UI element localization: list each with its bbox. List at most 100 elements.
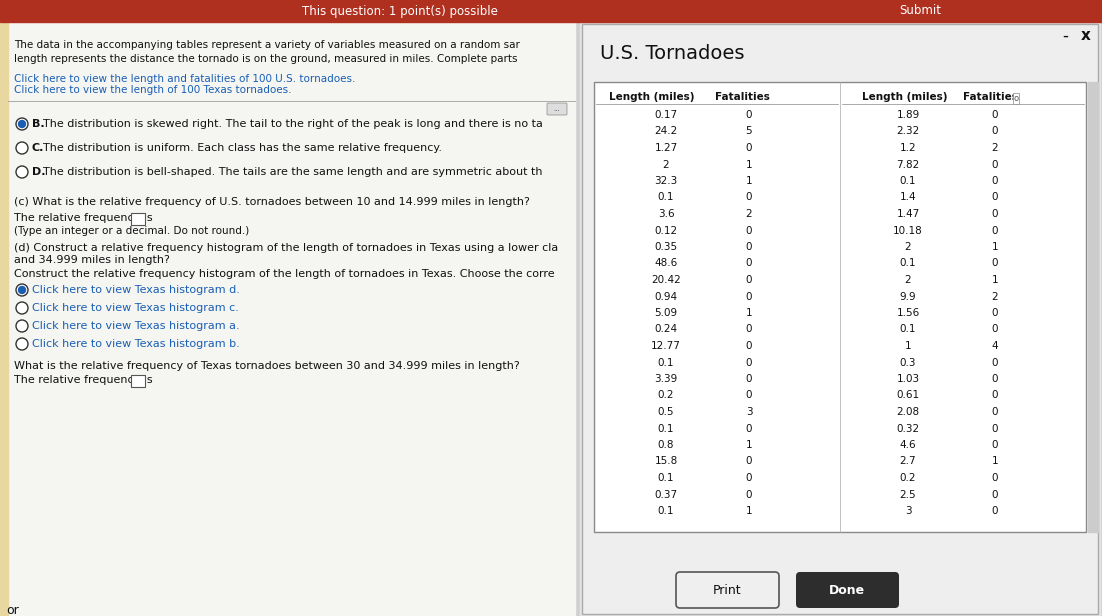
Text: 1.4: 1.4 bbox=[899, 192, 916, 203]
Text: 0: 0 bbox=[992, 473, 998, 483]
Circle shape bbox=[17, 166, 28, 178]
Text: 0: 0 bbox=[992, 176, 998, 186]
Text: The distribution is bell-shaped. The tails are the same length and are symmetric: The distribution is bell-shaped. The tai… bbox=[43, 167, 542, 177]
Text: 24.2: 24.2 bbox=[655, 126, 678, 137]
Text: Click here to view Texas histogram c.: Click here to view Texas histogram c. bbox=[32, 303, 239, 313]
Text: ...: ... bbox=[553, 106, 561, 112]
Text: 5: 5 bbox=[746, 126, 753, 137]
Text: The data in the accompanying tables represent a variety of variables measured on: The data in the accompanying tables repr… bbox=[14, 40, 520, 50]
Text: 0: 0 bbox=[746, 192, 753, 203]
Text: 1: 1 bbox=[992, 456, 998, 466]
Text: The relative frequency is: The relative frequency is bbox=[14, 213, 152, 223]
Text: 2: 2 bbox=[992, 291, 998, 301]
Text: 1.27: 1.27 bbox=[655, 143, 678, 153]
Text: D.: D. bbox=[32, 167, 45, 177]
Text: 0.1: 0.1 bbox=[899, 259, 916, 269]
Text: 0.5: 0.5 bbox=[658, 407, 674, 417]
Circle shape bbox=[17, 118, 28, 130]
Text: 1: 1 bbox=[992, 242, 998, 252]
Text: 0: 0 bbox=[746, 341, 753, 351]
Text: 0: 0 bbox=[746, 357, 753, 368]
Text: 0: 0 bbox=[746, 424, 753, 434]
Text: 1: 1 bbox=[746, 160, 753, 169]
Text: 1: 1 bbox=[992, 275, 998, 285]
Text: 1.03: 1.03 bbox=[896, 374, 919, 384]
Text: 0.35: 0.35 bbox=[655, 242, 678, 252]
Text: 32.3: 32.3 bbox=[655, 176, 678, 186]
Bar bbox=[0, 22, 8, 616]
Text: 0: 0 bbox=[746, 225, 753, 235]
Circle shape bbox=[17, 338, 28, 350]
Text: Click here to view Texas histogram b.: Click here to view Texas histogram b. bbox=[32, 339, 240, 349]
Text: 0: 0 bbox=[746, 110, 753, 120]
Text: U.S. Tornadoes: U.S. Tornadoes bbox=[599, 44, 745, 63]
Text: 0: 0 bbox=[992, 308, 998, 318]
Text: 0: 0 bbox=[992, 325, 998, 334]
Text: 0: 0 bbox=[746, 275, 753, 285]
Text: 1: 1 bbox=[746, 440, 753, 450]
Text: 1.47: 1.47 bbox=[896, 209, 920, 219]
FancyBboxPatch shape bbox=[676, 572, 779, 608]
Text: Done: Done bbox=[829, 583, 865, 596]
FancyBboxPatch shape bbox=[130, 213, 144, 225]
Text: 10.18: 10.18 bbox=[893, 225, 922, 235]
Text: 0: 0 bbox=[746, 143, 753, 153]
Text: 0: 0 bbox=[992, 259, 998, 269]
Text: 0.1: 0.1 bbox=[658, 473, 674, 483]
Text: 0: 0 bbox=[992, 110, 998, 120]
Text: Click here to view Texas histogram a.: Click here to view Texas histogram a. bbox=[32, 321, 239, 331]
Bar bbox=[594, 82, 1085, 532]
Text: 0: 0 bbox=[992, 424, 998, 434]
Text: 9.9: 9.9 bbox=[899, 291, 916, 301]
Text: Print: Print bbox=[713, 583, 742, 596]
Text: and 34.999 miles in length?: and 34.999 miles in length? bbox=[14, 255, 170, 265]
Text: length represents the distance the tornado is on the ground, measured in miles. : length represents the distance the torna… bbox=[14, 54, 518, 64]
Text: 1: 1 bbox=[746, 308, 753, 318]
Text: 0.1: 0.1 bbox=[658, 357, 674, 368]
Text: 0: 0 bbox=[746, 374, 753, 384]
Text: 0.24: 0.24 bbox=[655, 325, 678, 334]
Text: 0: 0 bbox=[992, 490, 998, 500]
Text: 0: 0 bbox=[992, 225, 998, 235]
Text: 2.5: 2.5 bbox=[899, 490, 916, 500]
Text: 0: 0 bbox=[746, 242, 753, 252]
Bar bbox=[580, 22, 1100, 616]
Circle shape bbox=[19, 121, 25, 128]
Text: 0: 0 bbox=[992, 440, 998, 450]
Circle shape bbox=[17, 320, 28, 332]
Bar bbox=[0, 0, 1102, 22]
Text: Construct the relative frequency histogram of the length of tornadoes in Texas. : Construct the relative frequency histogr… bbox=[14, 269, 554, 279]
Text: 0.2: 0.2 bbox=[658, 391, 674, 400]
Text: 0.1: 0.1 bbox=[658, 192, 674, 203]
Circle shape bbox=[17, 284, 28, 296]
Text: 0.37: 0.37 bbox=[655, 490, 678, 500]
Circle shape bbox=[17, 142, 28, 154]
Text: 3: 3 bbox=[746, 407, 753, 417]
Text: 2: 2 bbox=[992, 143, 998, 153]
Text: 5.09: 5.09 bbox=[655, 308, 678, 318]
Text: or: or bbox=[6, 604, 19, 616]
Text: 0: 0 bbox=[746, 456, 753, 466]
Bar bbox=[0, 22, 575, 616]
Text: 0: 0 bbox=[992, 160, 998, 169]
Text: Click here to view Texas histogram d.: Click here to view Texas histogram d. bbox=[32, 285, 240, 295]
Text: 4: 4 bbox=[992, 341, 998, 351]
Text: (d) Construct a relative frequency histogram of the length of tornadoes in Texas: (d) Construct a relative frequency histo… bbox=[14, 243, 559, 253]
Text: What is the relative frequency of Texas tornadoes between 30 and 34.999 miles in: What is the relative frequency of Texas … bbox=[14, 361, 520, 371]
Text: B.: B. bbox=[32, 119, 44, 129]
Text: 0: 0 bbox=[746, 490, 753, 500]
Text: 2.7: 2.7 bbox=[899, 456, 916, 466]
Text: 0.17: 0.17 bbox=[655, 110, 678, 120]
Text: Fatalities: Fatalities bbox=[714, 92, 769, 102]
Text: 0.1: 0.1 bbox=[899, 176, 916, 186]
Text: 0.1: 0.1 bbox=[658, 424, 674, 434]
Text: 0: 0 bbox=[746, 259, 753, 269]
Text: 0.61: 0.61 bbox=[896, 391, 919, 400]
Circle shape bbox=[19, 286, 25, 293]
Text: The distribution is uniform. Each class has the same relative frequency.: The distribution is uniform. Each class … bbox=[43, 143, 442, 153]
Text: 2.32: 2.32 bbox=[896, 126, 920, 137]
Text: 2.08: 2.08 bbox=[896, 407, 919, 417]
Text: 7.82: 7.82 bbox=[896, 160, 920, 169]
Text: 1: 1 bbox=[905, 341, 911, 351]
Text: 0: 0 bbox=[992, 357, 998, 368]
